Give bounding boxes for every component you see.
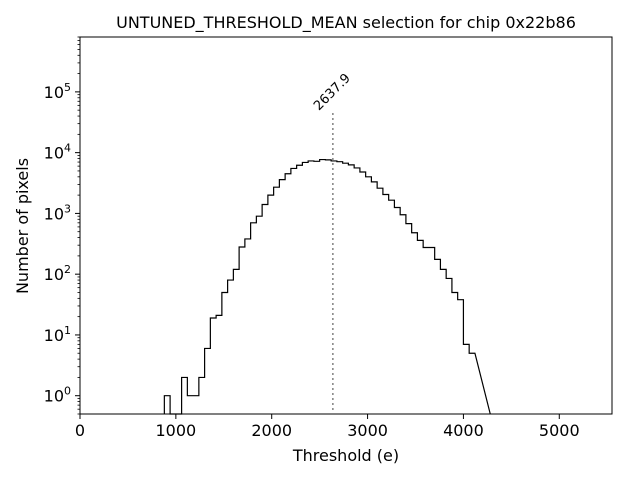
histogram-bin — [325, 160, 331, 414]
histogram-bin — [262, 205, 268, 414]
histogram-bin — [337, 162, 343, 414]
histogram-bin — [245, 239, 251, 414]
histogram-bin — [228, 280, 234, 414]
y-tick-label: 100 — [44, 385, 71, 406]
histogram-bin — [251, 223, 257, 414]
y-tick-label: 104 — [44, 142, 71, 163]
histogram-bin — [389, 200, 395, 414]
histogram-bin — [417, 240, 423, 414]
histogram-bin — [233, 269, 239, 414]
histogram-bin — [377, 188, 383, 414]
x-tick-label: 4000 — [443, 421, 484, 440]
histogram-bin — [354, 168, 360, 414]
histogram-bin — [452, 292, 458, 414]
histogram-outline — [163, 158, 491, 415]
histogram-bin — [314, 161, 320, 414]
histogram-bin — [423, 247, 429, 414]
histogram-bin — [400, 215, 406, 414]
histogram-bin — [297, 165, 303, 414]
histogram-bin — [469, 353, 475, 414]
histogram-bin — [205, 348, 211, 414]
histogram-bin — [394, 208, 400, 414]
histogram-bin — [268, 195, 274, 414]
histogram-bin — [216, 315, 222, 414]
histogram-bin — [285, 174, 291, 414]
histogram-bin — [279, 180, 285, 414]
x-tick-label: 3000 — [347, 421, 388, 440]
x-axis-label: Threshold (e) — [292, 446, 399, 465]
histogram-bin — [210, 318, 216, 414]
histogram-bin — [366, 177, 372, 414]
histogram-bin — [440, 269, 446, 414]
histogram-bin — [406, 224, 412, 414]
histogram-bin — [412, 233, 418, 414]
histogram-bin — [371, 182, 377, 414]
histogram-bin — [463, 344, 469, 414]
y-tick-label: 103 — [44, 202, 71, 223]
histogram-bin — [331, 161, 337, 414]
histogram-bin — [320, 160, 326, 414]
histogram-bin — [182, 377, 188, 414]
histogram-bin — [435, 259, 441, 414]
y-tick-label: 101 — [44, 324, 71, 345]
histogram-bin — [256, 216, 262, 414]
histogram-bin — [383, 194, 389, 414]
histogram-bin — [274, 187, 280, 414]
histogram-bin — [187, 396, 193, 414]
axes-frame — [79, 36, 613, 415]
histogram-bin — [222, 292, 228, 414]
histogram-bin — [458, 300, 464, 414]
y-tick-label: 105 — [44, 81, 71, 102]
x-tick-label: 0 — [75, 421, 85, 440]
histogram-bin — [291, 168, 297, 414]
histogram-bin — [343, 163, 349, 414]
x-tick-label: 2000 — [251, 421, 292, 440]
y-tick-label: 102 — [44, 263, 71, 284]
histogram-bin — [199, 377, 205, 414]
y-axis-label: Number of pixels — [13, 158, 32, 294]
x-tick-label: 1000 — [155, 421, 196, 440]
histogram-bin — [446, 278, 452, 414]
histogram-bin — [308, 161, 314, 414]
histogram-bin — [302, 162, 308, 414]
histogram-bin — [164, 396, 170, 414]
chart-title: UNTUNED_THRESHOLD_MEAN selection for chi… — [116, 13, 576, 33]
histogram-bin — [348, 165, 354, 414]
histogram-bin — [239, 247, 245, 414]
histogram-bin — [193, 396, 199, 414]
x-tick-label: 5000 — [539, 421, 580, 440]
histogram-bin — [360, 172, 366, 414]
histogram-bin — [429, 247, 435, 414]
